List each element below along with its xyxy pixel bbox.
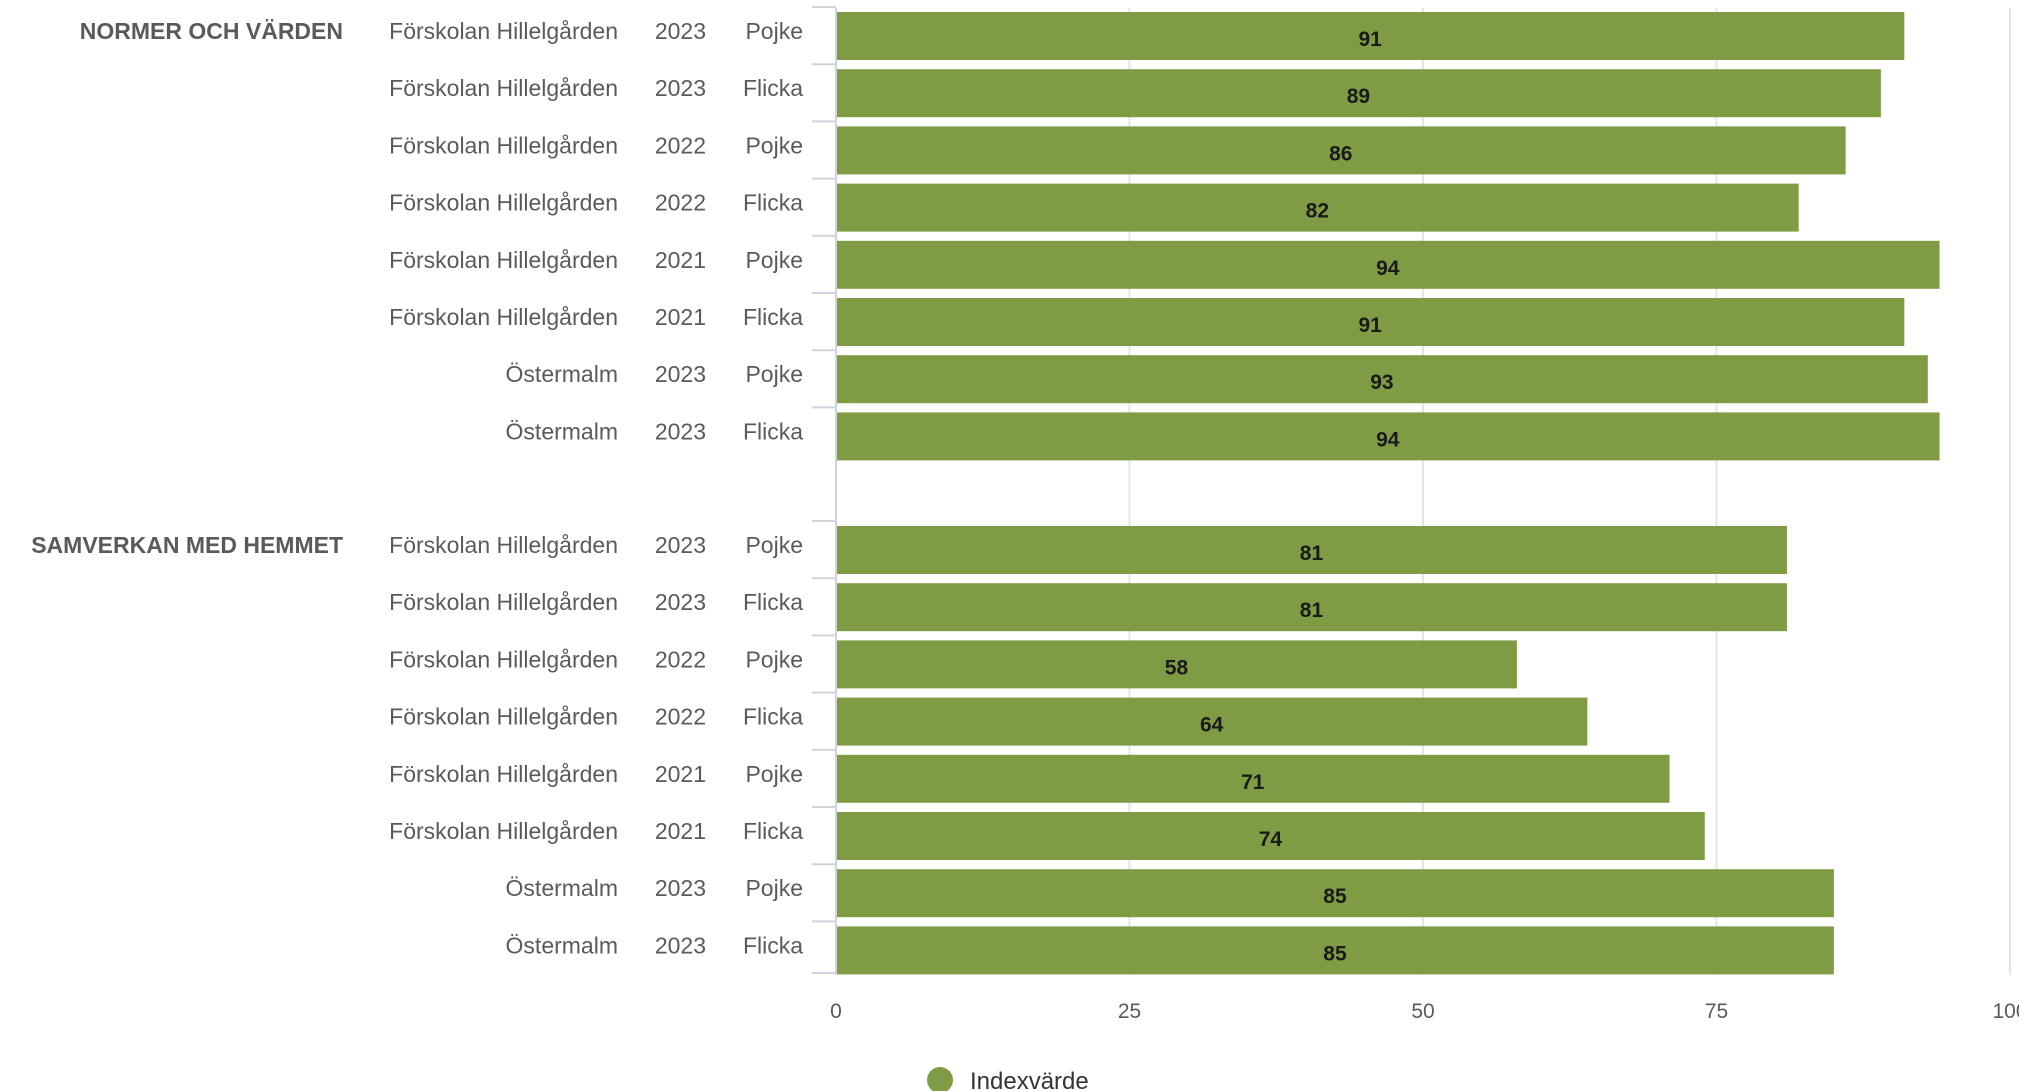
bar-value-label: 82	[1306, 200, 1329, 223]
bar-value-label: 91	[1358, 314, 1382, 337]
unit-label: Förskolan Hillelgården	[389, 818, 618, 844]
bar-value-label: 94	[1376, 428, 1400, 451]
gender-label: Pojke	[745, 532, 803, 558]
bar	[837, 183, 1799, 232]
gender-label: Flicka	[743, 932, 803, 958]
year-label: 2023	[655, 418, 706, 444]
unit-label: Förskolan Hillelgården	[389, 75, 618, 101]
year-label: 2022	[655, 646, 706, 672]
gender-label: Flicka	[743, 589, 803, 615]
bar	[837, 355, 1928, 404]
bar-value-label: 81	[1300, 599, 1324, 622]
bar	[837, 754, 1670, 803]
bar	[837, 583, 1787, 632]
bar	[837, 69, 1881, 118]
gender-label: Pojke	[745, 18, 803, 44]
gender-label: Flicka	[743, 75, 803, 101]
bar	[837, 12, 1905, 60]
legend-swatch-icon	[927, 1067, 953, 1091]
bar	[837, 412, 1940, 461]
gender-label: Pojke	[745, 361, 803, 387]
year-label: 2021	[655, 304, 706, 330]
bar	[837, 526, 1787, 574]
unit-label: Östermalm	[506, 932, 618, 958]
unit-label: Förskolan Hillelgården	[389, 532, 618, 558]
gender-label: Pojke	[745, 646, 803, 672]
x-tick-label: 75	[1705, 1000, 1728, 1023]
bar-value-label: 86	[1329, 142, 1352, 165]
unit-label: Östermalm	[506, 361, 618, 387]
unit-label: Östermalm	[506, 875, 618, 901]
bar-value-label: 58	[1165, 656, 1189, 679]
unit-label: Förskolan Hillelgården	[389, 18, 618, 44]
bar-value-label: 85	[1323, 942, 1347, 965]
year-label: 2023	[655, 532, 706, 558]
gender-label: Flicka	[743, 304, 803, 330]
unit-label: Förskolan Hillelgården	[389, 589, 618, 615]
bar	[837, 640, 1517, 689]
bar-value-label: 71	[1241, 771, 1265, 794]
x-tick-label: 0	[830, 1000, 842, 1023]
bar	[837, 697, 1588, 746]
gender-label: Pojke	[745, 761, 803, 787]
bar	[837, 812, 1705, 860]
bar	[837, 869, 1834, 918]
bar-value-label: 89	[1347, 85, 1370, 108]
year-label: 2023	[655, 932, 706, 958]
bars: 91 89 86 82 94 91 93 94 81 81 58 64 71 74 85 85	[837, 12, 1940, 975]
year-label: 2022	[655, 132, 706, 158]
bar-value-label: 85	[1323, 885, 1347, 908]
year-label: 2022	[655, 190, 706, 216]
unit-label: Östermalm	[506, 418, 618, 444]
bar-value-label: 94	[1376, 257, 1400, 280]
x-tick-label: 50	[1411, 1000, 1434, 1023]
gender-label: Pojke	[745, 875, 803, 901]
legend-label: Indexvärde	[970, 1068, 1089, 1091]
group-label: NORMER OCH VÄRDEN	[80, 18, 343, 44]
year-label: 2021	[655, 818, 706, 844]
year-label: 2023	[655, 18, 706, 44]
bar-value-label: 93	[1370, 371, 1393, 394]
unit-label: Förskolan Hillelgården	[389, 247, 618, 273]
bar-value-label: 81	[1300, 542, 1324, 565]
bar-value-label: 64	[1200, 714, 1224, 737]
gender-label: Flicka	[743, 190, 803, 216]
unit-label: Förskolan Hillelgården	[389, 304, 618, 330]
category-labels: Förskolan Hillelgården 2023 Pojke Förskolan…	[31, 18, 803, 958]
bar	[837, 126, 1846, 175]
bar	[837, 240, 1940, 289]
year-label: 2021	[655, 247, 706, 273]
bar-value-label: 91	[1358, 28, 1382, 51]
year-label: 2023	[655, 361, 706, 387]
year-label: 2023	[655, 589, 706, 615]
unit-label: Förskolan Hillelgården	[389, 704, 618, 730]
bar-value-label: 74	[1259, 828, 1283, 851]
gender-label: Flicka	[743, 818, 803, 844]
legend[interactable]: Indexvärde	[927, 1067, 1089, 1091]
year-label: 2022	[655, 704, 706, 730]
unit-label: Förskolan Hillelgården	[389, 761, 618, 787]
x-tick-label: 25	[1118, 1000, 1141, 1023]
year-label: 2023	[655, 75, 706, 101]
bar	[837, 926, 1834, 975]
unit-label: Förskolan Hillelgården	[389, 646, 618, 672]
gender-label: Flicka	[743, 418, 803, 444]
gender-label: Pojke	[745, 132, 803, 158]
bar	[837, 298, 1905, 346]
gender-label: Pojke	[745, 247, 803, 273]
unit-label: Förskolan Hillelgården	[389, 132, 618, 158]
year-label: 2023	[655, 875, 706, 901]
group-label: SAMVERKAN MED HEMMET	[31, 532, 343, 558]
x-axis-ticks: 0 25 50 75 100	[830, 1000, 2019, 1023]
year-label: 2021	[655, 761, 706, 787]
gender-label: Flicka	[743, 704, 803, 730]
unit-label: Förskolan Hillelgården	[389, 190, 618, 216]
x-tick-label: 100	[1992, 1000, 2019, 1023]
